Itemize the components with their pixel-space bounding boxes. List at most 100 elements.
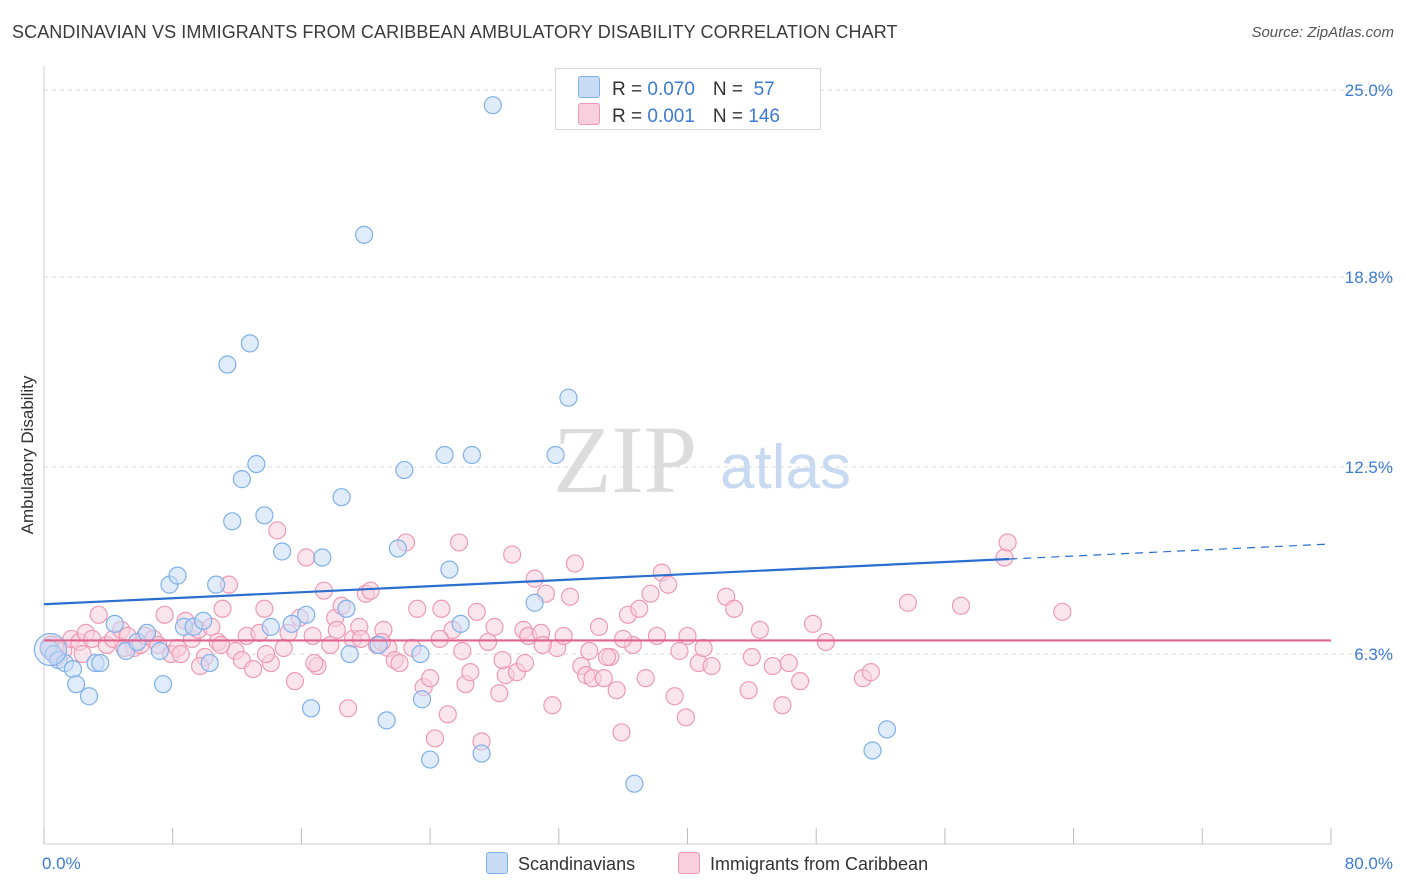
bottom-legend-scandinavians[interactable]: Scandinavians [486,852,635,875]
caribbean-points [39,521,1072,751]
watermark: ZIP atlas [553,406,851,513]
caribbean-point [244,659,263,679]
caribbean-point [665,687,684,706]
legend-n-value: 57 [748,79,775,100]
caribbean-point [525,569,544,588]
scandinavian-point [232,470,251,489]
caribbean-point [694,638,713,658]
caribbean-point [739,681,758,700]
y-tick-label: 6.3% [1354,645,1393,664]
caribbean-point [607,681,626,700]
caribbean-point [73,644,92,664]
caribbean-point [453,641,472,661]
caribbean-point [171,644,190,664]
caribbean-point [791,672,810,691]
caribbean-point [485,617,504,636]
legend-r-label: R = [612,106,648,127]
scandinavian-point [218,355,237,374]
caribbean-point [742,647,761,667]
caribbean-point [438,705,457,724]
legend-label: Scandinavians [518,854,636,874]
scandinavian-point [200,653,219,673]
scandinavian-point [411,644,430,664]
scandinavian-point [313,548,332,567]
caribbean-point [614,629,633,649]
caribbean-point [490,684,509,703]
bottom-legend-caribbean[interactable]: Immigrants from Caribbean [678,852,928,875]
caribbean-point [478,632,498,652]
caribbean-point [659,575,678,594]
legend-swatch-blue [486,852,508,874]
caribbean-point [425,729,445,748]
caribbean-point [641,584,660,603]
caribbean-point [594,669,613,688]
y-tick-label: 12.5% [1345,458,1393,477]
caribbean-point [647,626,667,646]
caribbean-point [533,635,552,655]
caribbean-point [305,653,324,673]
scandinavian-point [137,623,157,643]
caribbean-point [274,638,293,658]
caribbean-point [467,602,486,621]
scandinavian-point [355,225,374,244]
caribbean-point [255,599,274,618]
scandinavian-point [340,644,359,664]
scandinavian-point [412,690,432,709]
scandinavian-point [395,460,414,480]
caribbean-point [89,605,108,624]
caribbean-point [421,669,440,688]
legend-row-caribbean: R = 0.001 N = 146 [578,103,780,128]
caribbean-point [670,641,689,661]
scandinavian-point [223,512,242,531]
caribbean-point [750,620,769,639]
scandinavian-point [240,334,260,353]
x-tick-label: 0.0% [42,854,81,873]
scandinavians-trend-line [43,557,1010,606]
scandinavian-point [483,96,502,115]
caribbean-point [430,629,449,649]
chart-title: SCANDINAVIAN VS IMMIGRANTS FROM CARIBBEA… [12,22,898,42]
caribbean-point [211,635,231,655]
caribbean-point [898,593,917,612]
caribbean-point [995,548,1014,567]
scandinavian-point [337,599,356,618]
scandinavian-point [297,605,316,624]
legend-row-scandinavians: R = 0.070 N = 57 [578,76,775,101]
scandinavian-point [625,774,644,793]
caribbean-point [449,533,469,552]
caribbean-point [361,581,380,600]
legend-n-label: N = [712,79,749,100]
caribbean-point [493,650,512,670]
caribbean-point [678,626,697,646]
scandinavian-point [105,614,124,633]
caribbean-point [554,626,573,646]
legend-swatch-pink [678,852,700,874]
scandinavian-point [369,635,388,655]
caribbean-point [816,632,835,652]
caribbean-point [155,605,174,624]
scandinavian-point [91,653,110,673]
legend-n-value: 146 [748,106,780,127]
scandinavian-points [33,96,897,793]
scandinavian-point [863,741,882,760]
caribbean-point [589,617,609,636]
scandinavian-point [282,614,301,633]
caribbean-point [432,599,451,618]
y-tick-label: 18.8% [1345,268,1393,287]
caribbean-point [1053,602,1072,621]
x-tick-label: 80.0% [1345,854,1393,873]
scandinavian-point [388,539,408,558]
caribbean-point [803,614,823,633]
caribbean-point [408,599,427,618]
caribbean-point [702,656,721,676]
caribbean-point [580,641,599,661]
scandinavians-trend-extension [1009,543,1332,560]
caribbean-point [998,533,1017,552]
caribbean-point [515,653,535,673]
caribbean-point [725,599,744,618]
scandinavian-point [435,445,454,465]
scandinavian-point [462,445,482,465]
scandinavian-point [194,611,213,630]
caribbean-point [773,696,792,715]
